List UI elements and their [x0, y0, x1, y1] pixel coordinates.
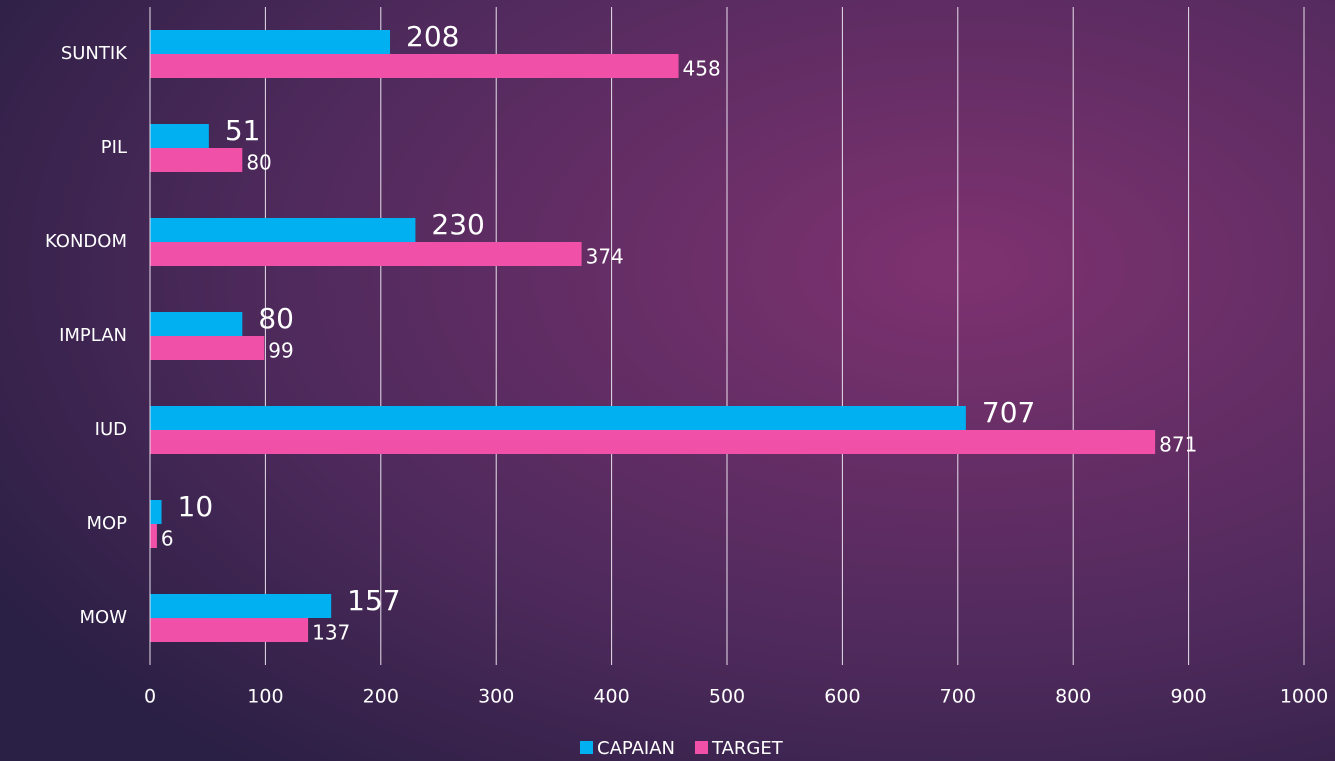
y-tick-label: MOP — [86, 513, 127, 534]
bar — [150, 218, 416, 242]
y-tick-label: IUD — [95, 419, 127, 440]
x-tick-label: 800 — [1055, 686, 1091, 708]
x-tick-label: 600 — [824, 686, 860, 708]
y-tick-label: KONDOM — [45, 231, 127, 252]
bar — [150, 336, 265, 360]
y-tick-label: MOW — [80, 607, 128, 628]
data-label: 707 — [982, 396, 1035, 429]
bar — [150, 430, 1156, 454]
data-label: 10 — [178, 490, 214, 523]
legend-label: CAPAIAN — [597, 738, 675, 759]
x-tick-label: 0 — [144, 686, 156, 708]
data-label: 99 — [268, 339, 293, 363]
data-label: 230 — [431, 208, 484, 241]
x-tick-label: 100 — [247, 686, 283, 708]
bar — [150, 54, 679, 78]
x-tick-label: 700 — [940, 686, 976, 708]
x-tick-label: 300 — [478, 686, 514, 708]
data-label: 157 — [347, 584, 400, 617]
data-label: 80 — [246, 151, 271, 175]
x-tick-label: 200 — [363, 686, 399, 708]
x-tick-label: 1000 — [1280, 686, 1328, 708]
legend-swatch — [580, 741, 593, 754]
y-tick-label: PIL — [101, 137, 127, 158]
data-label: 871 — [1159, 433, 1197, 457]
x-tick-label: 900 — [1170, 686, 1206, 708]
legend-swatch — [695, 741, 708, 754]
x-tick-label: 500 — [709, 686, 745, 708]
bar — [150, 524, 157, 548]
x-tick-label: 400 — [593, 686, 629, 708]
bar — [150, 406, 966, 430]
data-label: 80 — [258, 302, 294, 335]
bar — [150, 500, 162, 524]
bar — [150, 30, 391, 54]
data-label: 51 — [225, 114, 261, 147]
data-label: 458 — [683, 57, 721, 81]
bar — [150, 618, 309, 642]
data-label: 374 — [586, 245, 624, 269]
bar — [150, 148, 243, 172]
data-label: 6 — [161, 527, 174, 551]
legend-label: TARGET — [711, 738, 784, 759]
bar — [150, 124, 209, 148]
y-tick-label: IMPLAN — [59, 325, 127, 346]
bar — [150, 242, 582, 266]
bar — [150, 312, 243, 336]
y-tick-label: SUNTIK — [61, 43, 128, 64]
data-label: 208 — [406, 20, 459, 53]
data-label: 137 — [312, 621, 350, 645]
bar — [150, 594, 332, 618]
